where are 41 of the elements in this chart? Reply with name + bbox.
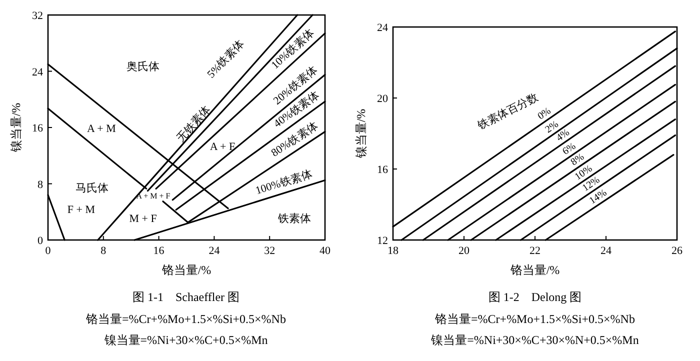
text: 铬当量=%Cr+%Mo+1.5×%Si+0.5×%Nb	[434, 312, 635, 326]
text: 5%铁素体	[204, 37, 247, 81]
y-axis-title: 镍当量/%	[9, 102, 23, 154]
x-tick-label: 18	[388, 245, 399, 257]
text: 镍当量=%Ni+30×%C+30×%N+0.5×%Mn	[430, 333, 639, 347]
y-tick-label: 24	[377, 22, 388, 34]
y-tick-label: 20	[377, 93, 388, 105]
x-tick-label: 24	[600, 245, 612, 257]
x-axis-title: 铬当量/%	[509, 263, 560, 277]
annotation: 铁素体	[277, 212, 312, 225]
x-tick-label: 26	[672, 245, 683, 257]
x-tick-label: 24	[208, 245, 220, 257]
text: 100%铁素体	[254, 167, 314, 198]
text: 镍当量=%Ni+30×%C+0.5×%Mn	[103, 333, 268, 347]
y-tick-label: 16	[377, 164, 388, 176]
text: 铬当量=%Cr+%Mo+1.5×%Si+0.5×%Nb	[85, 312, 286, 326]
y-tick-label: 16	[32, 122, 44, 134]
text: 4%	[554, 127, 572, 144]
text: 0%	[536, 106, 554, 122]
x-tick-label: 22	[530, 245, 540, 257]
annotation: A + M	[87, 122, 116, 135]
annotation: M + F	[129, 212, 157, 225]
y-axis-title: 镍当量/%	[354, 108, 368, 160]
x-tick-label: 0	[45, 245, 52, 257]
x-tick-label: 16	[153, 245, 165, 257]
y-tick-label: 32	[32, 10, 43, 22]
y-tick-label: 0	[38, 235, 44, 247]
annotation: 马氏体	[75, 181, 108, 194]
y-tick-label: 12	[377, 235, 388, 247]
text: 8%	[569, 152, 586, 168]
x-tick-label: 32	[264, 245, 276, 257]
x-tick-label: 8	[100, 245, 107, 257]
text: 图 1-1 Schaeffler 图	[132, 290, 240, 304]
y-tick-label: 8	[38, 178, 44, 191]
annotation: 奥氏体	[126, 60, 160, 73]
x-axis-title: 铬当量/%	[160, 263, 212, 277]
text: 图 1-2 Delong 图	[488, 290, 582, 304]
y-tick-label: 24	[32, 66, 44, 78]
x-tick-label: 20	[458, 245, 470, 257]
x-tick-label: 40	[320, 245, 331, 257]
annotation: F + M	[67, 204, 96, 216]
